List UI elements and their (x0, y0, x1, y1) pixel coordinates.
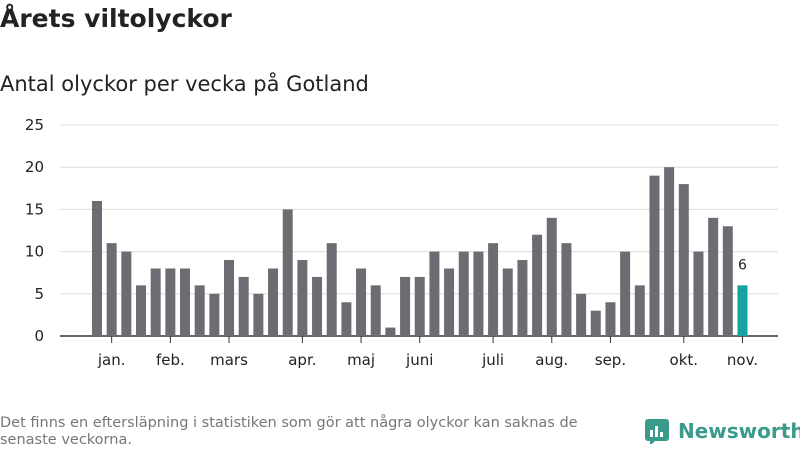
x-tick-label: feb. (156, 351, 185, 369)
bar (224, 260, 235, 336)
brand-logo: Newsworthy (644, 418, 800, 444)
bar (693, 251, 704, 336)
bar (341, 302, 352, 336)
bar (414, 276, 425, 336)
bar (473, 251, 484, 336)
bar (722, 226, 733, 336)
bar (664, 167, 675, 336)
y-tick-label: 20 (25, 158, 44, 176)
x-tick-label: okt. (670, 351, 699, 369)
bar (136, 285, 147, 336)
y-tick-label: 10 (25, 243, 44, 261)
bar (458, 251, 469, 336)
x-axis-ticks: jan. feb. mars apr. maj juni juli aug. sep. okt. n… (97, 336, 758, 369)
brand-name: Newsworthy (678, 419, 800, 443)
y-tick-label: 0 (34, 327, 44, 345)
bar (238, 276, 249, 336)
bar (532, 234, 543, 336)
bar (370, 285, 381, 336)
bar (385, 327, 396, 336)
bar (620, 251, 631, 336)
x-tick-label: maj (347, 351, 375, 369)
bar (209, 293, 220, 336)
bar-highlight (737, 285, 748, 336)
bar (634, 285, 645, 336)
data-label: 6 (738, 257, 747, 273)
newsworthy-logo-icon (645, 419, 669, 444)
bar (194, 285, 205, 336)
y-axis-ticks: 0 5 10 15 20 25 (25, 116, 44, 345)
data-labels: 6 (738, 257, 747, 273)
bar (356, 268, 367, 336)
bar (488, 243, 499, 336)
bar (253, 293, 264, 336)
bar (561, 243, 572, 336)
x-tick-label: jan. (97, 351, 126, 369)
x-tick-label: apr. (288, 351, 316, 369)
bar (282, 209, 293, 336)
x-tick-label: juli (481, 351, 504, 369)
bar (121, 251, 132, 336)
bar (590, 310, 601, 336)
chart-subtitle: Antal olyckor per vecka på Gotland (0, 72, 369, 96)
chart-title: Årets viltolyckor (0, 4, 232, 33)
x-tick-label: juni (405, 351, 433, 369)
bar (678, 184, 689, 336)
bar (312, 276, 323, 336)
bar (444, 268, 455, 336)
bar (502, 268, 513, 336)
y-tick-label: 15 (25, 200, 44, 218)
y-tick-label: 25 (25, 116, 44, 134)
bar (649, 175, 660, 336)
y-tick-label: 5 (34, 285, 44, 303)
bar (576, 293, 587, 336)
bar (429, 251, 440, 336)
bar (708, 217, 719, 336)
bar (92, 200, 102, 336)
bar (326, 243, 337, 336)
x-tick-label: aug. (535, 351, 568, 369)
bar (106, 243, 117, 336)
footnote: Det finns en eftersläpning i statistiken… (0, 415, 578, 448)
bar (546, 217, 557, 336)
bar (165, 268, 176, 336)
x-tick-label: mars (210, 351, 248, 369)
bars (92, 167, 748, 336)
bar-chart: 0 5 10 15 20 25 6 jan. feb. mars apr. maj juni juli… (25, 116, 778, 369)
bar (180, 268, 191, 336)
bar (297, 260, 308, 336)
bar (400, 276, 411, 336)
x-tick-label: sep. (595, 351, 626, 369)
bar (605, 302, 616, 336)
x-tick-label: nov. (727, 351, 758, 369)
bar (268, 268, 279, 336)
bar (517, 260, 528, 336)
bar (150, 268, 161, 336)
